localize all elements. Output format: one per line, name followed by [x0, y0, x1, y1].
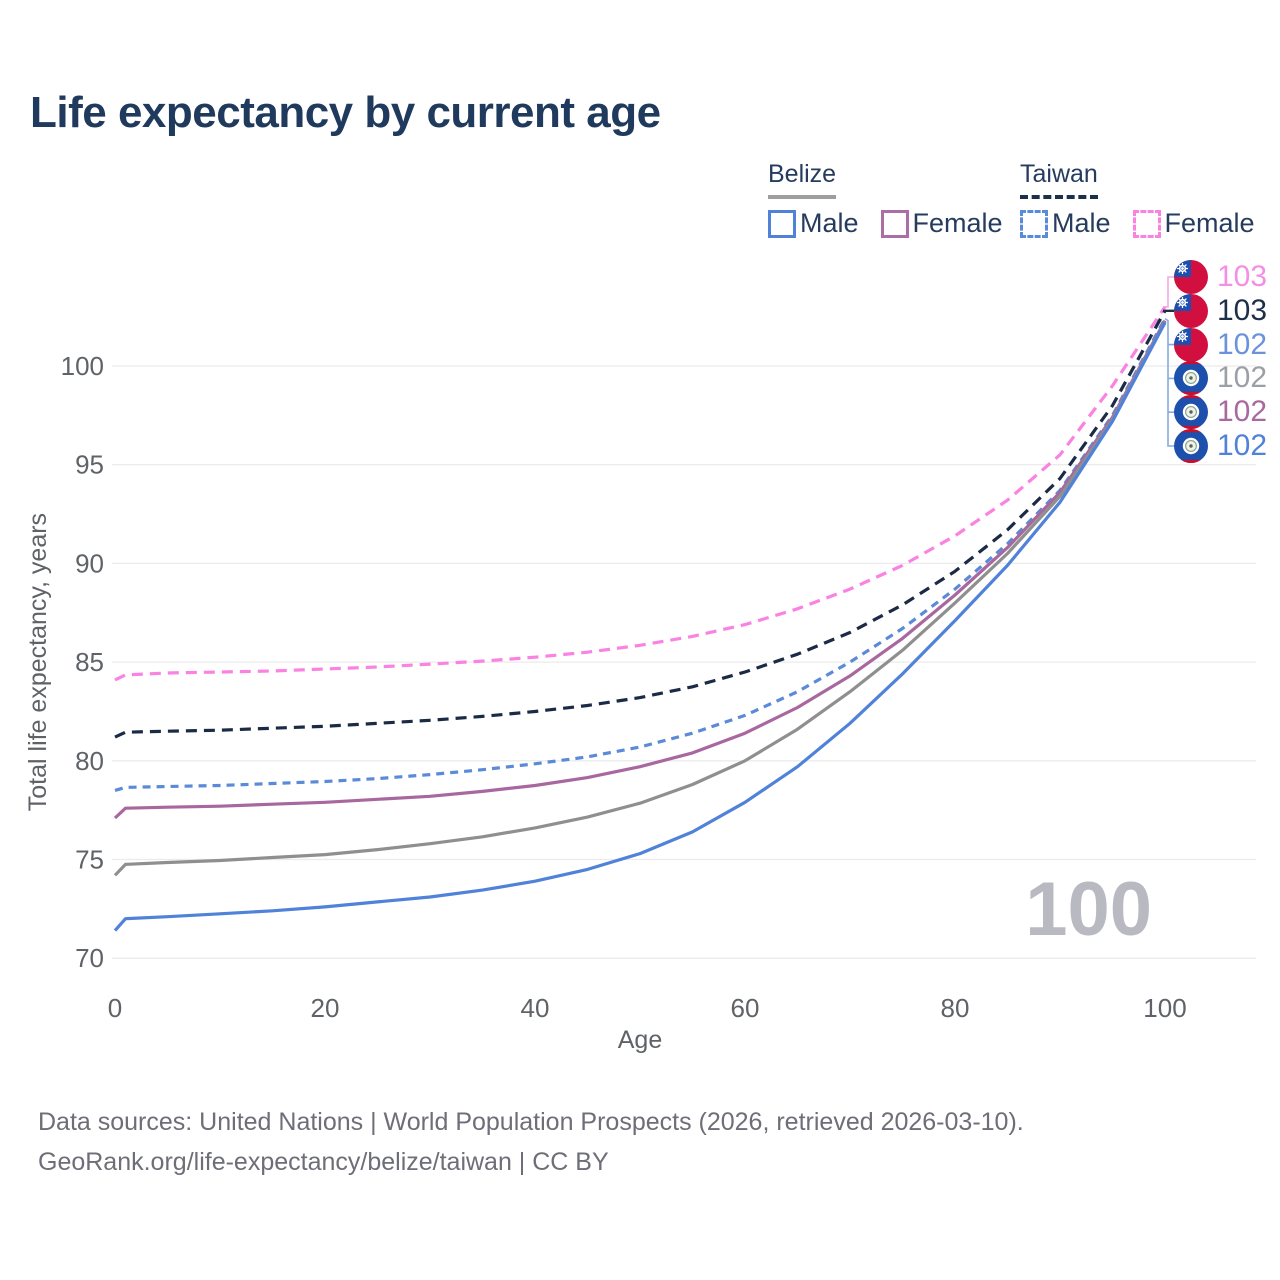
legend-label-belize-male[interactable]: Male	[800, 208, 859, 238]
end-label-value: 102	[1217, 327, 1268, 361]
x-tick-label: 40	[521, 993, 550, 1023]
x-axis-title: Age	[618, 1026, 662, 1054]
belize-flag	[1174, 395, 1208, 430]
footer-source-line: Data sources: United Nations | World Pop…	[38, 1108, 1024, 1136]
end-label-belize-total[interactable]: 102	[1174, 361, 1268, 396]
y-tick-label: 90	[75, 548, 104, 578]
legend-label-taiwan-female[interactable]: Female	[1164, 208, 1255, 238]
taiwan-flag	[1174, 293, 1208, 328]
chart-title: Life expectancy by current age	[30, 88, 661, 137]
end-label-belize-male[interactable]: 102	[1174, 429, 1267, 463]
x-tick-label: 20	[311, 993, 340, 1023]
age-watermark: 100	[1025, 867, 1152, 952]
series-line-belize-male[interactable]	[113, 321, 1167, 932]
leader-belize-bracket	[1164, 317, 1174, 447]
y-axis-title: Total life expectancy, years	[24, 513, 52, 811]
end-label-taiwan-male[interactable]: 102	[1174, 327, 1268, 362]
y-tick-label: 85	[75, 647, 104, 677]
x-tick-label: 60	[731, 993, 760, 1023]
y-tick-label: 100	[61, 351, 104, 381]
legend-swatch-taiwan-female[interactable]	[1132, 209, 1161, 238]
belize-flag	[1174, 361, 1208, 396]
legend-group-taiwan: Taiwan Male Female	[1020, 160, 1255, 239]
legend-group-belize: Belize Male Female	[768, 160, 1003, 239]
end-label-value: 102	[1217, 395, 1268, 429]
x-tick-label: 80	[941, 993, 970, 1023]
belize-flag-icon	[1174, 429, 1208, 463]
legend-label-taiwan-male[interactable]: Male	[1052, 208, 1111, 238]
taiwan-flag-icon	[1174, 327, 1208, 362]
legend-swatch-belize-male[interactable]	[768, 209, 796, 238]
taiwan-flag-icon	[1174, 260, 1208, 294]
series-line-taiwan-male[interactable]	[114, 317, 1167, 792]
series-line-belize-female[interactable]	[113, 319, 1167, 820]
taiwan-flag-icon	[1174, 293, 1208, 328]
y-tick-label: 80	[75, 746, 104, 776]
legend-country-taiwan[interactable]: Taiwan	[1020, 160, 1098, 199]
taiwan-flag	[1174, 327, 1208, 362]
end-label-value: 102	[1217, 429, 1268, 462]
legend-country-belize[interactable]: Belize	[768, 160, 837, 199]
leader-taiwan-female	[1165, 276, 1174, 308]
belize-flag-icon	[1174, 395, 1208, 430]
series-line-taiwan-female[interactable]	[114, 305, 1167, 682]
belize-flag	[1174, 429, 1208, 463]
footer-link-line: GeoRank.org/life-expectancy/belize/taiwa…	[38, 1148, 609, 1176]
x-tick-label: 0	[108, 993, 122, 1023]
x-tick-label: 100	[1143, 993, 1186, 1023]
end-label-belize-female[interactable]: 102	[1174, 395, 1268, 430]
taiwan-flag	[1174, 260, 1208, 294]
end-label-value: 103	[1217, 293, 1268, 327]
series-line-belize-total[interactable]	[113, 320, 1167, 877]
y-tick-label: 75	[75, 845, 104, 875]
end-label-value: 103	[1217, 260, 1268, 293]
end-label-taiwan-female[interactable]: 103	[1174, 260, 1267, 294]
legend-label-belize-female[interactable]: Female	[912, 208, 1003, 238]
y-tick-label: 70	[75, 943, 104, 973]
belize-flag-icon	[1174, 361, 1208, 396]
legend-swatch-taiwan-male[interactable]	[1020, 209, 1048, 238]
y-tick-label: 95	[75, 450, 104, 480]
legend-swatch-belize-female[interactable]	[880, 209, 909, 238]
end-label-value: 102	[1217, 361, 1268, 395]
end-label-taiwan-total[interactable]: 103	[1174, 293, 1268, 328]
series-line-taiwan-total[interactable]	[114, 309, 1167, 739]
